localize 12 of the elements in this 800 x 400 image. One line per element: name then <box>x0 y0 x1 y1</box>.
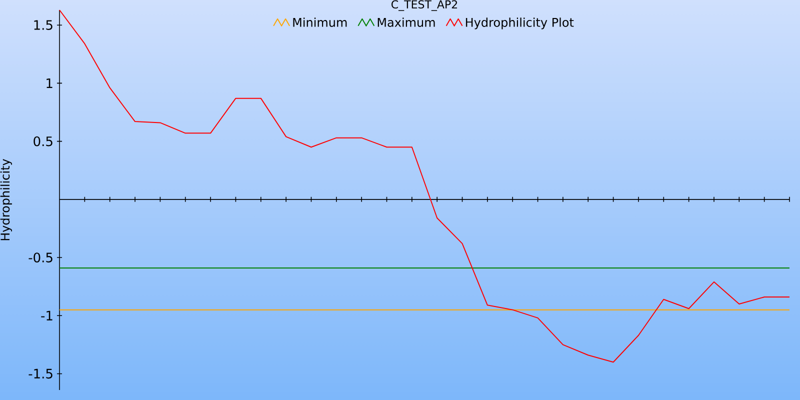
y-tick-label: 1 <box>46 78 52 88</box>
legend-label: Maximum <box>378 18 435 27</box>
y-tick-label: -1 <box>41 310 52 320</box>
y-tick-label: 0.5 <box>34 136 52 146</box>
y-tick-label: -1.5 <box>28 368 52 379</box>
legend-label: Minimum <box>293 18 347 27</box>
y-tick-label: -0.5 <box>28 252 52 262</box>
legend-label: Hydrophilicity Plot <box>466 18 574 30</box>
chart-title: C_TEST_AP2 <box>392 0 458 11</box>
y-axis-title: Hydrophilicity <box>0 158 12 240</box>
y-tick-label: 1.5 <box>34 20 52 30</box>
line-series <box>59 10 790 363</box>
